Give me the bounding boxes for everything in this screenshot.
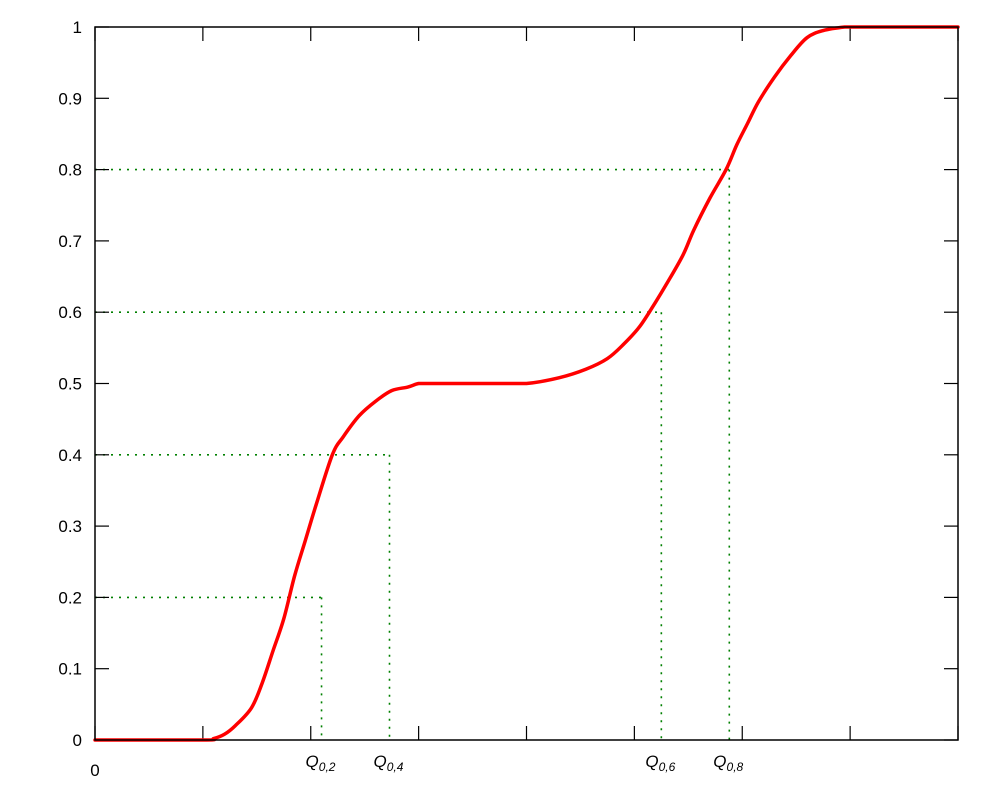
y-tick-label: 0.8	[58, 161, 82, 180]
quantile-label: Q0,4	[373, 752, 403, 774]
y-tick-label: 0	[73, 731, 82, 750]
y-tick-label: 0.1	[58, 660, 82, 679]
cdf-curve-group	[93, 25, 960, 742]
tick-labels: 0 0.1 0.2 0.3 0.4 0.5 0.6 0.7 0.8 0.9 1 0	[58, 18, 99, 780]
quantile-label: Q0,6	[645, 752, 675, 774]
y-tick-label: 0.3	[58, 517, 82, 536]
y-tick-label: 0.9	[58, 89, 82, 108]
y-tick-label: 0.5	[58, 375, 82, 394]
quantile-label: Q0,8	[713, 752, 743, 774]
y-tick-label: 0.7	[58, 232, 82, 251]
y-tick-label: 0.2	[58, 588, 82, 607]
y-tick-label: 0.4	[58, 446, 82, 465]
y-tick-label: 0.6	[58, 303, 82, 322]
x-tick-label: 0	[90, 761, 99, 780]
y-tick-label: 1	[73, 18, 82, 37]
quantile-label: Q0,2	[306, 752, 336, 774]
plot-frame	[94, 26, 959, 741]
quantile-labels: Q0,2 Q0,4 Q0,6 Q0,8	[306, 752, 744, 774]
cdf-curve	[93, 25, 960, 742]
quantile-guide-lines	[95, 168, 731, 740]
